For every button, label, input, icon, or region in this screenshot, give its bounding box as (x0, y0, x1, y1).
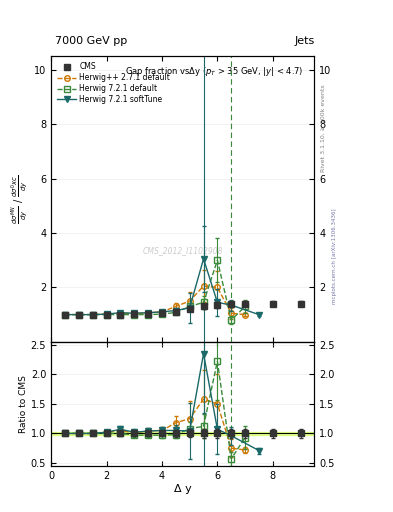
Text: Gap fraction vs$\Delta$y ($p_T$ > 35 GeV, $|y|$ < 4.7): Gap fraction vs$\Delta$y ($p_T$ > 35 GeV… (125, 65, 303, 78)
Legend: CMS, Herwig++ 2.7.1 default, Herwig 7.2.1 default, Herwig 7.2.1 softTune: CMS, Herwig++ 2.7.1 default, Herwig 7.2.… (55, 60, 173, 106)
Text: CMS_2012_I1102908: CMS_2012_I1102908 (143, 246, 223, 255)
Text: 7000 GeV pp: 7000 GeV pp (55, 36, 127, 46)
Y-axis label: Ratio to CMS: Ratio to CMS (19, 375, 28, 433)
X-axis label: Δ y: Δ y (174, 483, 192, 494)
Text: mcplots.cern.ch [arXiv:1306.3436]: mcplots.cern.ch [arXiv:1306.3436] (332, 208, 337, 304)
Bar (51, 432, 314, 435)
Text: Rivet 3.1.10, ≥ 100k events: Rivet 3.1.10, ≥ 100k events (320, 84, 325, 172)
Y-axis label: $\frac{d\sigma^{MN}}{dy}$ / $\frac{d\sigma^{0}xc}{dy}$: $\frac{d\sigma^{MN}}{dy}$ / $\frac{d\sig… (9, 174, 30, 224)
Text: Jets: Jets (294, 36, 314, 46)
